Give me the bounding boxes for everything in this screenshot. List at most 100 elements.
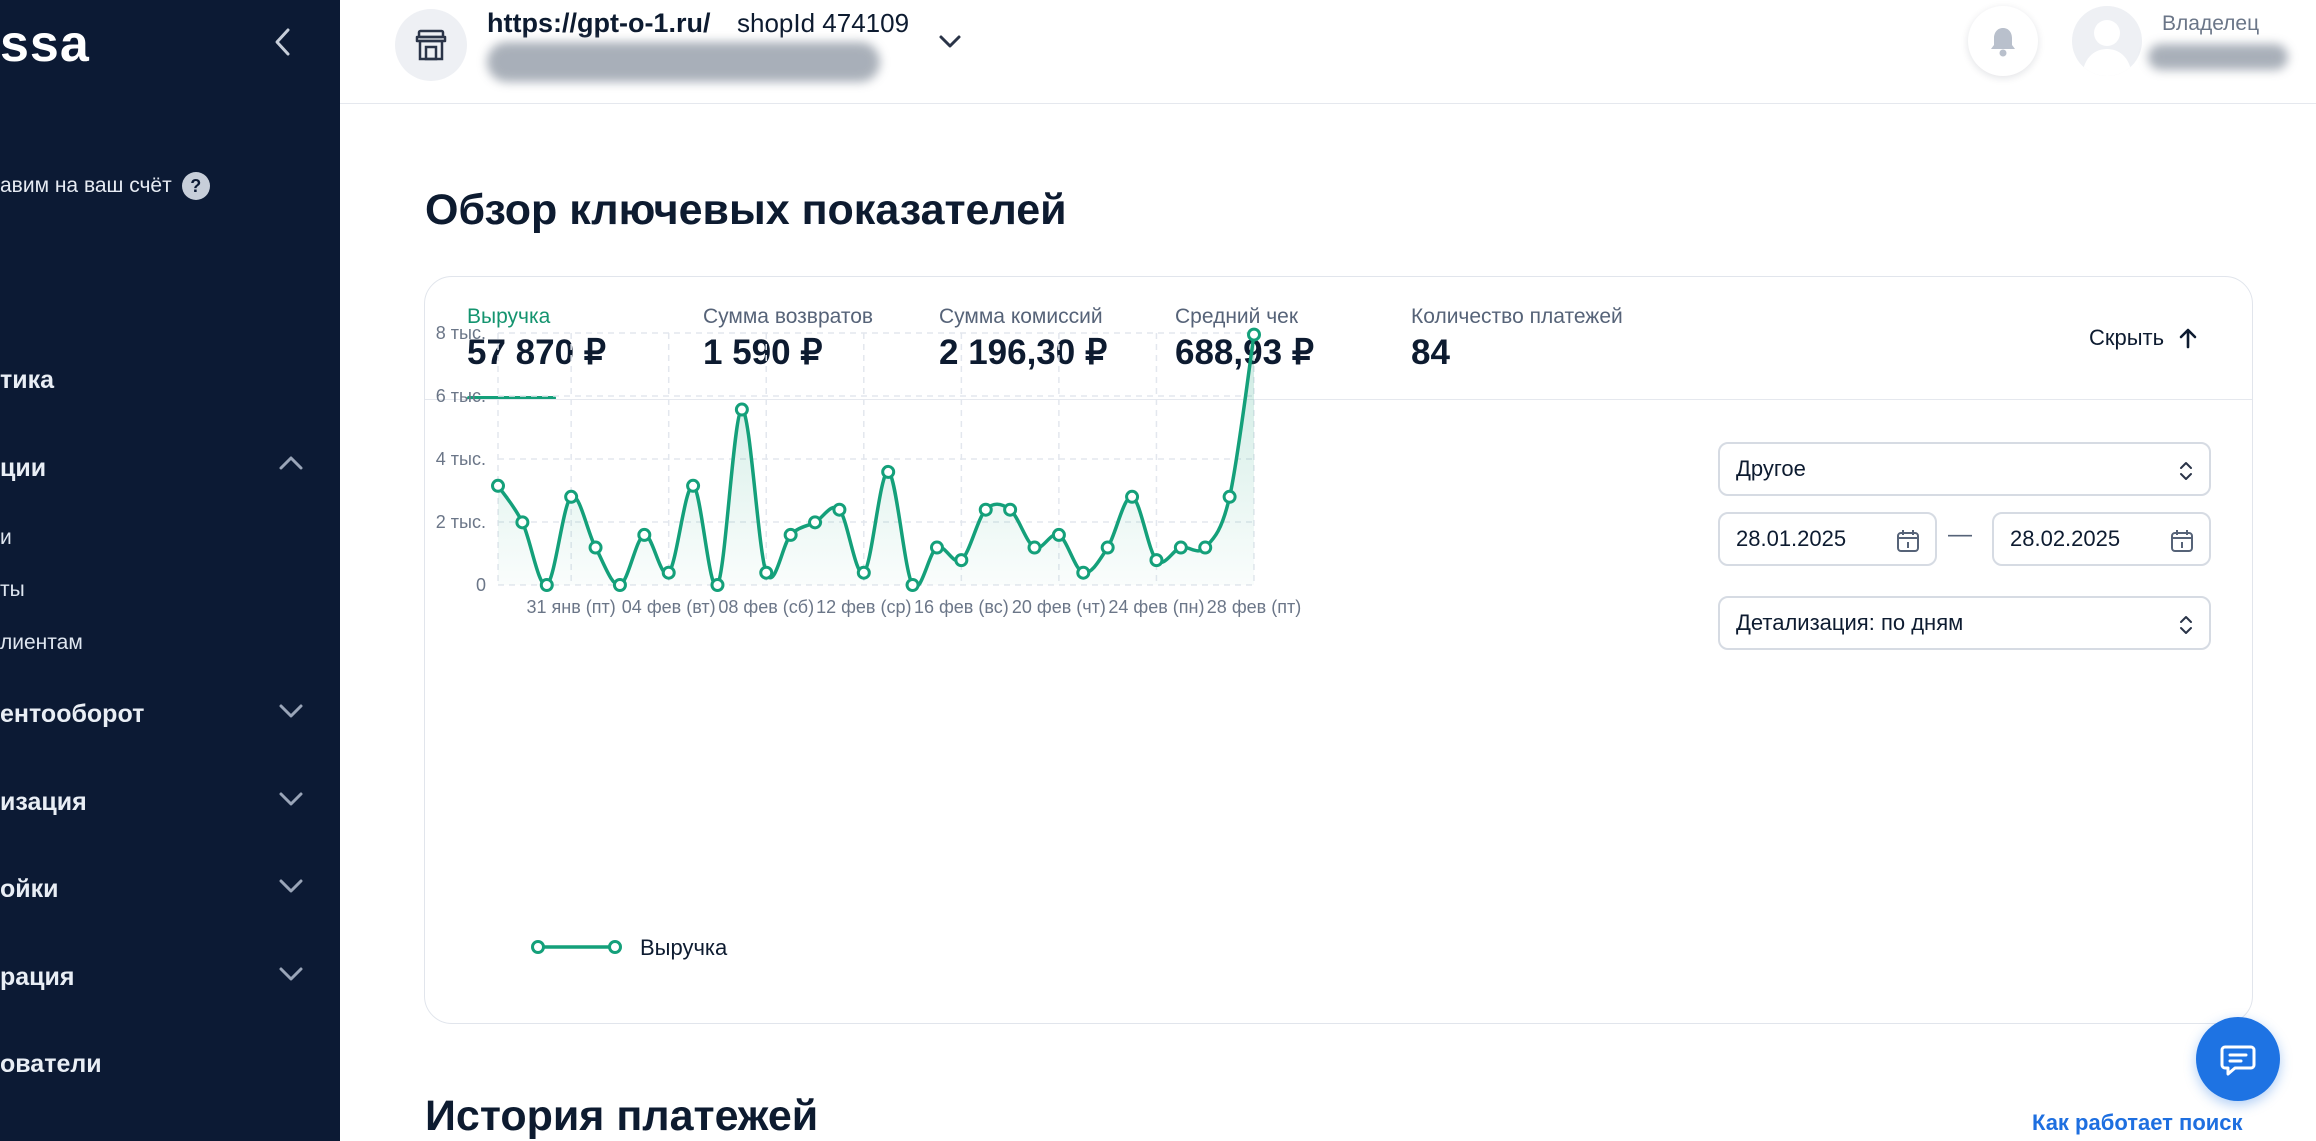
- chevron-down-icon[interactable]: [938, 34, 962, 50]
- chevron-down-icon[interactable]: [278, 791, 304, 807]
- tab-value: 1 590 ₽: [703, 333, 823, 372]
- data-point: [1027, 540, 1042, 555]
- x-tick-label: 16 фев (вс): [914, 597, 1009, 617]
- data-point: [881, 464, 896, 479]
- section-title-history: История платежей: [425, 1092, 819, 1140]
- sidebar-subitem-clients[interactable]: лиентам: [0, 631, 83, 654]
- sidebar-item-users[interactable]: ователи: [0, 1050, 102, 1078]
- tab-value: 84: [1411, 333, 1450, 372]
- tab-label: Сумма комиссий: [939, 305, 1103, 328]
- tab-label: Сумма возвратов: [703, 305, 874, 328]
- data-point: [1173, 540, 1188, 555]
- tab-revenue[interactable]: Выручка 57 870 ₽: [467, 305, 606, 373]
- detail-value: Детализация: по дням: [1736, 610, 1964, 635]
- user-name-redacted: [2148, 44, 2288, 70]
- date-from-input[interactable]: 28.01.2025: [1718, 512, 1937, 566]
- y-tick-label: 6 тыс.: [436, 386, 486, 406]
- tab-value: 57 870 ₽: [467, 333, 607, 372]
- sidebar-item-operations[interactable]: ции: [0, 454, 47, 482]
- legend-marker: [531, 940, 545, 954]
- chart-axes: 0 2 тыс. 4 тыс. 6 тыс. 8 тыс. 31 янв (пт) 04 ф…: [436, 323, 1301, 617]
- store-icon: [415, 29, 447, 61]
- x-tick-label: 28 фев (пт): [1207, 597, 1301, 617]
- data-point: [856, 565, 871, 580]
- shop-avatar[interactable]: [395, 9, 467, 81]
- shop-url[interactable]: https://gpt-o-1.ru/: [487, 8, 711, 38]
- balance-text: авим на ваш счёт: [0, 174, 172, 197]
- help-icon[interactable]: ?: [181, 172, 210, 200]
- chevron-up-icon[interactable]: [278, 455, 304, 471]
- data-point: [1100, 540, 1115, 555]
- sidebar-item-settings[interactable]: ойки: [0, 875, 59, 903]
- data-point: [491, 478, 505, 493]
- data-point: [1051, 527, 1066, 542]
- chat-button[interactable]: [2196, 1017, 2280, 1101]
- data-point: [832, 502, 847, 517]
- data-point: [612, 578, 627, 592]
- data-point: [710, 578, 725, 592]
- hide-button[interactable]: Скрыть: [2089, 325, 2198, 351]
- sidebar-subitem-refunds[interactable]: ты: [0, 578, 25, 601]
- logo: ssa: [0, 15, 90, 73]
- sort-updown-icon: [2180, 462, 2192, 480]
- y-tick-label: 2 тыс.: [436, 512, 486, 532]
- data-point: [759, 565, 774, 580]
- legend-marker: [608, 940, 622, 954]
- y-tick-label: 8 тыс.: [436, 323, 486, 343]
- tab-refunds[interactable]: Сумма возвратов 1 590 ₽: [703, 305, 873, 373]
- hide-label: Скрыть: [2089, 325, 2165, 350]
- search-help-link[interactable]: Как работает поиск: [2032, 1110, 2243, 1135]
- tab-value: 688,93 ₽: [1175, 333, 1315, 372]
- user-icon: [2082, 20, 2132, 76]
- sidebar-item-documents[interactable]: ентооборот: [0, 700, 145, 728]
- x-tick-label: 31 янв (пт): [527, 597, 616, 617]
- page-title: Обзор ключевых показателей: [425, 186, 1067, 234]
- data-point: [564, 489, 579, 504]
- date-from-value: 28.01.2025: [1736, 526, 1847, 551]
- x-tick-label: 24 фев (пн): [1108, 597, 1204, 617]
- active-tab-indicator: [467, 396, 556, 400]
- chart-legend[interactable]: Выручка: [531, 935, 729, 960]
- top-header: https://gpt-o-1.ru/ shopId 474109 Владел…: [340, 0, 2316, 104]
- x-tick-label: 04 фев (вт): [622, 597, 716, 617]
- calendar-icon[interactable]: [1895, 528, 1921, 554]
- calendar-icon[interactable]: [2169, 528, 2195, 554]
- date-to-input[interactable]: 28.02.2025: [1992, 512, 2211, 566]
- sidebar-item-analytics[interactable]: тика: [0, 366, 55, 394]
- chevron-down-icon[interactable]: [278, 703, 304, 719]
- tab-commissions[interactable]: Сумма комиссий 2 196,30 ₽: [939, 305, 1107, 373]
- period-value: Другое: [1736, 456, 1806, 481]
- sidebar-subitem-payments[interactable]: и: [0, 526, 12, 549]
- data-point: [1076, 565, 1091, 580]
- chevron-down-icon[interactable]: [278, 966, 304, 982]
- x-tick-label: 12 фев (ср): [816, 597, 911, 617]
- chevron-down-icon[interactable]: [278, 878, 304, 894]
- data-point: [686, 478, 701, 493]
- tab-payments-count[interactable]: Количество платежей 84: [1411, 305, 1623, 373]
- data-point: [978, 502, 993, 517]
- balance-promo[interactable]: авим на ваш счёт ?: [0, 172, 210, 200]
- data-point: [954, 553, 969, 568]
- arrow-up-icon: [2179, 328, 2197, 349]
- data-point: [905, 578, 920, 592]
- data-point: [1149, 553, 1164, 568]
- tab-value: 2 196,30 ₽: [939, 333, 1108, 372]
- data-point: [1222, 489, 1237, 504]
- data-point: [588, 540, 603, 555]
- sidebar-item-integration[interactable]: рация: [0, 963, 75, 991]
- y-tick-label: 4 тыс.: [436, 449, 486, 469]
- tab-average-check[interactable]: Средний чек 688,93 ₽: [1175, 305, 1314, 373]
- sidebar-item-organization[interactable]: изация: [0, 788, 87, 816]
- kpi-card: Выручка 57 870 ₽ Сумма возвратов 1 590 ₽…: [424, 276, 2253, 1024]
- collapse-sidebar-icon[interactable]: [266, 24, 302, 60]
- tab-label: Количество платежей: [1411, 305, 1623, 328]
- data-point: [539, 578, 554, 592]
- notifications-button[interactable]: [1968, 6, 2038, 76]
- data-point: [808, 515, 823, 530]
- user-avatar[interactable]: [2072, 6, 2142, 76]
- data-point: [929, 540, 944, 555]
- date-separator: —: [1948, 521, 1972, 548]
- period-select[interactable]: Другое: [1718, 442, 2211, 496]
- detail-select[interactable]: Детализация: по дням: [1718, 596, 2211, 650]
- shop-name-redacted: [487, 42, 880, 82]
